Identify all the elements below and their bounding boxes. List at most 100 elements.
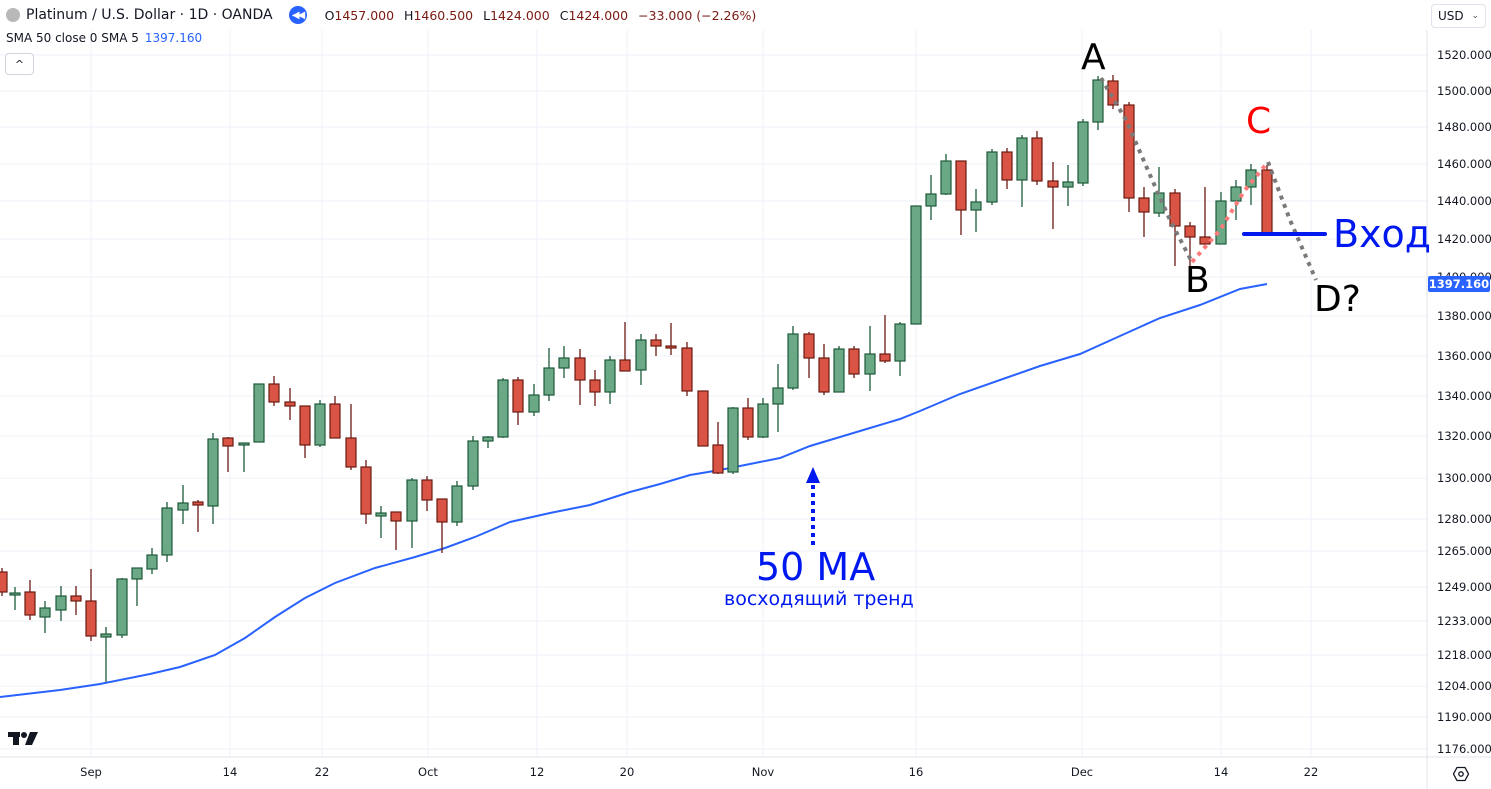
ma-title-label: 50 MA — [756, 545, 876, 589]
candle — [222, 437, 234, 447]
candle — [1230, 186, 1242, 202]
candle — [1123, 104, 1135, 199]
price-tick: 1500.000 — [1437, 84, 1491, 98]
candle — [1215, 200, 1227, 245]
price-tick: 1440.000 — [1437, 194, 1491, 208]
chevron-down-icon: ⌄ — [1471, 11, 1479, 21]
candle — [192, 501, 204, 506]
candle — [207, 438, 219, 507]
price-tick: 1265.000 — [1437, 544, 1491, 558]
price-tick: 1320.000 — [1437, 429, 1491, 443]
candle — [1184, 225, 1196, 238]
candle — [146, 554, 158, 570]
candle — [604, 359, 616, 393]
point-c-label: C — [1246, 101, 1272, 142]
time-tick: 14 — [1213, 765, 1229, 779]
candle — [818, 357, 830, 393]
time-tick: Sep — [80, 765, 102, 779]
candle — [787, 333, 799, 389]
candle — [482, 436, 494, 442]
close-value: 1424.000 — [568, 7, 629, 23]
replay-icon[interactable]: ◀◀ — [288, 6, 307, 24]
settings-icon[interactable] — [1452, 765, 1470, 783]
pattern-line-ab — [1099, 76, 1194, 263]
candle — [894, 323, 906, 362]
time-tick: 20 — [619, 765, 635, 779]
candle — [1107, 80, 1119, 106]
sma-50-line — [0, 283, 1268, 698]
candle — [879, 353, 891, 362]
price-tick: 1176.000 — [1437, 742, 1491, 756]
candle — [451, 485, 463, 523]
candle — [421, 479, 433, 501]
candle — [574, 357, 586, 381]
low-value: 1424.000 — [490, 7, 550, 23]
candle — [558, 357, 570, 369]
candle — [268, 383, 280, 403]
candle — [619, 359, 631, 372]
candle — [70, 595, 82, 602]
candle — [0, 571, 8, 593]
arrow-up-icon — [806, 467, 820, 483]
candle — [1047, 180, 1059, 188]
time-tick: Nov — [751, 765, 775, 779]
symbol-title[interactable]: Platinum / U.S. Dollar · 1D · OANDA — [26, 7, 273, 23]
candle — [39, 607, 51, 618]
candle — [543, 367, 555, 396]
candle — [284, 401, 296, 407]
indicator-label: SMA 50 close 0 SMA 5 — [6, 31, 139, 45]
open-value: 1457.000 — [334, 7, 395, 23]
ohlc-values: O1457.000 H1460.500 L1424.000 C1424.000 … — [325, 8, 763, 23]
candle — [467, 440, 479, 487]
pattern-line-cd — [1266, 161, 1318, 281]
price-tick: 1480.000 — [1437, 120, 1491, 134]
candle — [955, 160, 967, 211]
candle — [161, 507, 173, 556]
price-tick: 1520.000 — [1437, 48, 1491, 62]
time-tick: Oct — [418, 765, 438, 779]
point-b-label: B — [1185, 260, 1210, 301]
time-tick: 12 — [529, 765, 545, 779]
candle — [1138, 197, 1150, 213]
candle — [55, 595, 67, 611]
price-tick: 1233.000 — [1437, 614, 1491, 628]
candle — [665, 345, 677, 349]
time-tick: 22 — [314, 765, 330, 779]
candle — [390, 511, 402, 522]
indicator-value: 1397.160 — [144, 31, 203, 45]
time-tick: 14 — [222, 765, 238, 779]
candle — [925, 193, 937, 207]
candle — [131, 567, 143, 580]
price-tick: 1218.000 — [1437, 648, 1491, 662]
candle — [512, 379, 524, 413]
candle — [1077, 121, 1089, 184]
candle — [528, 394, 540, 413]
change-value: −33.000 (−2.26%) — [638, 7, 757, 23]
candle — [85, 600, 97, 637]
candle — [697, 390, 709, 447]
price-tick: 1460.000 — [1437, 157, 1491, 171]
candle — [864, 353, 876, 375]
grid-lines — [0, 30, 1427, 757]
high-value: 1460.500 — [413, 7, 474, 23]
candle — [727, 407, 739, 473]
candle — [360, 466, 372, 515]
currency-select[interactable]: USD ⌄ — [1431, 4, 1486, 28]
indicator-legend[interactable]: SMA 50 close 0 SMA 5 1397.160 — [6, 31, 202, 45]
price-tick: 1190.000 — [1437, 710, 1491, 724]
candle — [1001, 151, 1013, 181]
chevron-up-icon: ^ — [14, 57, 25, 71]
candle — [375, 512, 387, 517]
candles — [0, 75, 1273, 682]
time-tick: 16 — [908, 765, 924, 779]
candle — [833, 348, 845, 393]
candle — [253, 383, 265, 443]
platinum-symbol-icon — [6, 8, 20, 22]
candle — [1245, 169, 1257, 188]
candle — [681, 347, 693, 392]
collapse-legend-button[interactable]: ^ — [5, 53, 34, 75]
candle — [803, 333, 815, 359]
candle — [1153, 192, 1165, 214]
tradingview-logo[interactable] — [8, 730, 40, 751]
